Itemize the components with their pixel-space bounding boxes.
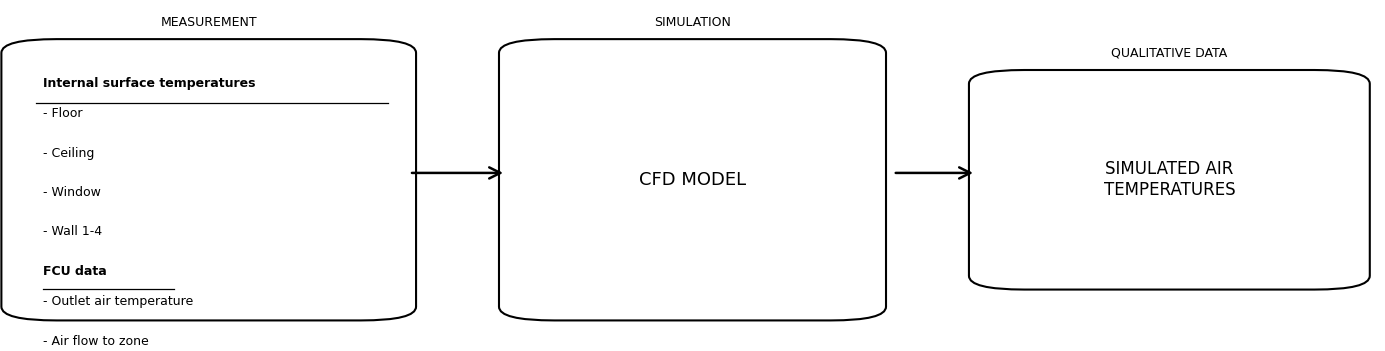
Text: SIMULATED AIR
TEMPERATURES: SIMULATED AIR TEMPERATURES xyxy=(1104,160,1235,199)
FancyBboxPatch shape xyxy=(499,39,886,320)
Text: SIMULATION: SIMULATION xyxy=(654,16,731,29)
Text: - Outlet air temperature: - Outlet air temperature xyxy=(43,295,193,308)
Text: CFD MODEL: CFD MODEL xyxy=(638,171,747,189)
Text: - Air flow to zone: - Air flow to zone xyxy=(43,335,148,347)
FancyBboxPatch shape xyxy=(969,70,1370,290)
FancyBboxPatch shape xyxy=(1,39,416,320)
Text: MEASUREMENT: MEASUREMENT xyxy=(161,16,258,29)
Text: FCU data: FCU data xyxy=(43,265,107,278)
Text: - Wall 1-4: - Wall 1-4 xyxy=(43,225,102,238)
Text: - Window: - Window xyxy=(43,186,101,199)
Text: QUALITATIVE DATA: QUALITATIVE DATA xyxy=(1111,47,1227,60)
Text: - Ceiling: - Ceiling xyxy=(43,146,94,159)
Text: Internal surface temperatures: Internal surface temperatures xyxy=(43,77,255,90)
Text: - Floor: - Floor xyxy=(43,107,82,120)
